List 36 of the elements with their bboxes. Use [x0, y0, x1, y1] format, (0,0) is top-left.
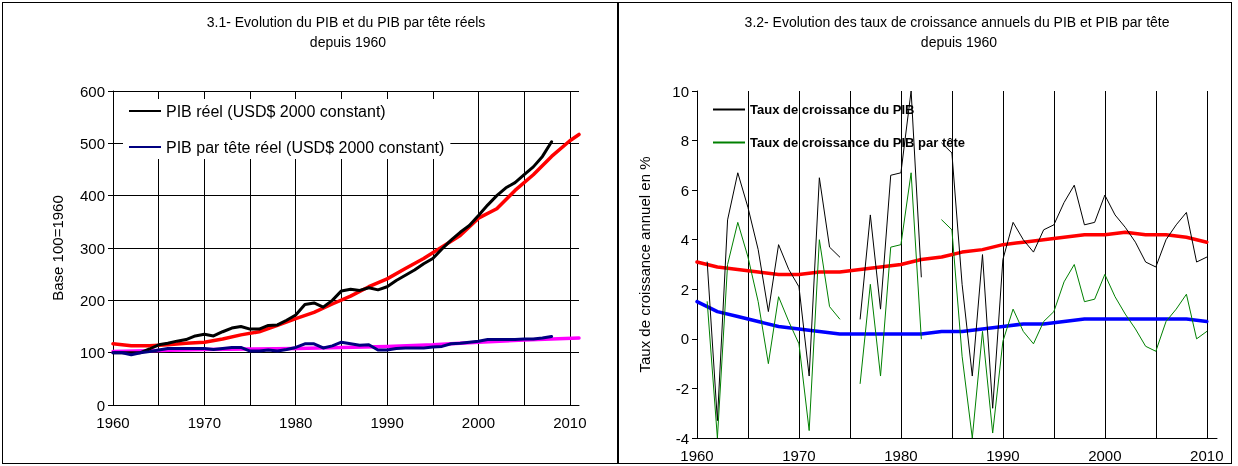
y-tick-label: 0: [96, 396, 105, 414]
x-tick-label: 1990: [986, 447, 1020, 464]
y-tick-label: 4: [680, 231, 689, 249]
x-tick-label: 1990: [370, 414, 404, 431]
y-tick-label: 600: [79, 82, 105, 100]
y-tick-label: -4: [675, 429, 689, 447]
line-series: [695, 230, 1209, 277]
x-tick-label: 1980: [279, 414, 313, 431]
y-axis-title: Taux de croissance annuel en %: [636, 156, 653, 373]
y-tick-label: 200: [79, 291, 105, 309]
x-tick-label: 2000: [1088, 447, 1122, 464]
legend-label: PIB par tête réel (USD$ 2000 constant): [166, 138, 445, 156]
x-tick-label: 2010: [1190, 447, 1224, 464]
x-tick-label: 1960: [680, 447, 714, 464]
y-tick-label: 100: [79, 344, 105, 362]
x-tick-label: 1980: [884, 447, 918, 464]
legend-label: PIB réel (USD$ 2000 constant): [166, 102, 386, 120]
x-tick-label: 2000: [461, 414, 496, 431]
x-tick-label: 1970: [187, 414, 222, 431]
y-axis-title: Base 100=1960: [49, 195, 66, 301]
y-tick-label: 6: [680, 181, 689, 199]
x-tick-label: 1970: [782, 447, 816, 464]
y-tick-label: 10: [672, 82, 689, 100]
y-tick-label: 400: [79, 187, 105, 205]
y-tick-label: 8: [680, 132, 689, 150]
line-series: [111, 334, 554, 357]
x-tick-label: 2010: [553, 414, 587, 431]
y-tick-label: 2: [680, 280, 689, 298]
chart-title: 3.2- Evolution des taux de croissance annuels du PIB et PIB par tête depuis 1960: [744, 14, 1174, 50]
y-tick-label: -2: [675, 379, 689, 397]
x-tick-label: 1960: [96, 414, 130, 431]
chart-title: 3.1- Evolution du PIB et du PIB par tête réels depuis 1960: [206, 14, 490, 50]
line-series: [695, 299, 1209, 336]
y-tick-label: 500: [79, 134, 105, 152]
y-tick-label: 300: [79, 239, 105, 257]
y-tick-label: 0: [680, 330, 689, 348]
